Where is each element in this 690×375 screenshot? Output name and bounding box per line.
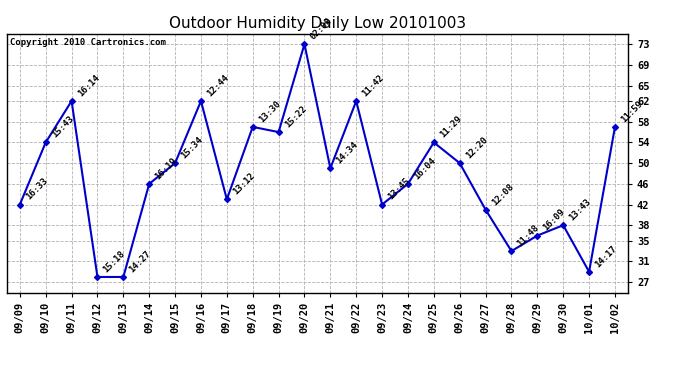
Text: 12:08: 12:08 bbox=[490, 182, 515, 207]
Text: 13:45: 13:45 bbox=[386, 176, 412, 202]
Text: 14:17: 14:17 bbox=[593, 244, 619, 269]
Text: 15:18: 15:18 bbox=[101, 249, 127, 274]
Text: 14:34: 14:34 bbox=[335, 140, 360, 165]
Text: 14:27: 14:27 bbox=[128, 249, 153, 274]
Text: 16:33: 16:33 bbox=[24, 176, 50, 202]
Text: 11:48: 11:48 bbox=[515, 223, 541, 248]
Text: 12:44: 12:44 bbox=[205, 73, 230, 98]
Text: 15:22: 15:22 bbox=[283, 104, 308, 129]
Text: 11:59: 11:59 bbox=[619, 99, 644, 124]
Text: 15:34: 15:34 bbox=[179, 135, 205, 160]
Text: 11:29: 11:29 bbox=[438, 114, 464, 140]
Text: Copyright 2010 Cartronics.com: Copyright 2010 Cartronics.com bbox=[10, 38, 166, 46]
Text: 16:14: 16:14 bbox=[76, 73, 101, 98]
Text: 02:08: 02:08 bbox=[308, 16, 334, 41]
Title: Outdoor Humidity Daily Low 20101003: Outdoor Humidity Daily Low 20101003 bbox=[169, 16, 466, 31]
Text: 16:19: 16:19 bbox=[153, 156, 179, 181]
Text: 12:20: 12:20 bbox=[464, 135, 489, 160]
Text: 15:43: 15:43 bbox=[50, 114, 75, 140]
Text: 13:30: 13:30 bbox=[257, 99, 282, 124]
Text: 16:09: 16:09 bbox=[542, 207, 567, 233]
Text: 16:04: 16:04 bbox=[412, 156, 437, 181]
Text: 13:43: 13:43 bbox=[567, 197, 593, 222]
Text: 13:12: 13:12 bbox=[231, 171, 257, 196]
Text: 11:42: 11:42 bbox=[360, 73, 386, 98]
